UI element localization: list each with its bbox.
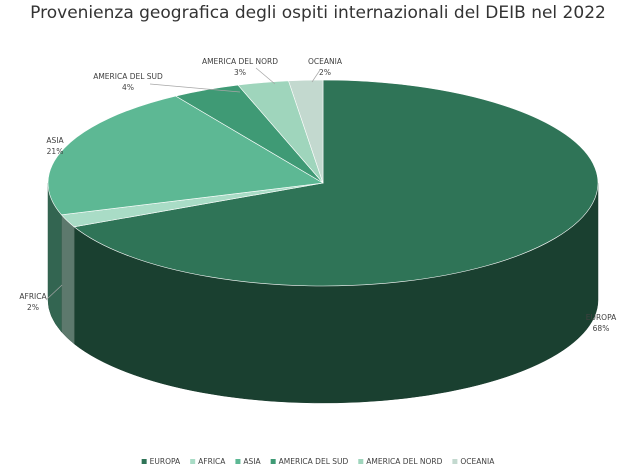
legend: EUROPA AFRICA ASIA AMERICA DEL SUD AMERICA D…: [141, 457, 495, 466]
slice: [288, 79, 324, 184]
data-label-category: AFRICA: [19, 292, 47, 301]
data-label-category: EUROPA: [586, 313, 617, 322]
slice: [73, 79, 599, 287]
pie-tops: [47, 79, 599, 287]
data-label-value: 4%: [122, 83, 134, 92]
legend-swatch: [235, 459, 241, 464]
leader-line: [149, 83, 241, 93]
slice-side: [61, 214, 75, 345]
legend-item: ASIA: [235, 457, 262, 466]
legend-item: OCEANIA: [452, 457, 495, 466]
legend-item: AMERICA DEL SUD: [270, 457, 349, 466]
legend-item: AMERICA DEL NORD: [358, 457, 443, 466]
legend-swatch: [358, 459, 364, 464]
legend-label: AMERICA DEL NORD: [366, 457, 442, 466]
legend-swatch: [270, 459, 276, 464]
data-label-value: 68%: [593, 324, 610, 333]
legend-label: OCEANIA: [460, 457, 495, 466]
leader-line: [255, 67, 276, 85]
chart-title: Provenienza geografica degli ospiti inte…: [30, 3, 606, 23]
data-label-category: ASIA: [46, 136, 64, 145]
data-label-value: 2%: [319, 68, 331, 77]
legend-item: AFRICA: [190, 457, 226, 466]
legend-label: ASIA: [243, 457, 261, 466]
data-label-category: OCEANIA: [308, 57, 343, 66]
legend-swatch: [141, 459, 147, 464]
legend-swatch: [452, 459, 458, 464]
data-labels: EUROPA 68% AFRICA 2% ASIA 21% AMERICA DEL SUD 4…: [19, 57, 617, 333]
legend-label: AMERICA DEL SUD: [279, 457, 349, 466]
data-label-category: AMERICA DEL NORD: [202, 57, 278, 66]
data-label-category: AMERICA DEL SUD: [93, 72, 163, 81]
leader-line: [45, 284, 63, 301]
legend-label: EUROPA: [150, 457, 181, 466]
legend-swatch: [190, 459, 196, 464]
data-label-value: 2%: [27, 303, 39, 312]
data-label-value: 21%: [47, 147, 64, 156]
legend-label: AFRICA: [198, 457, 226, 466]
legend-item: EUROPA: [141, 457, 181, 466]
data-label-value: 3%: [234, 68, 246, 77]
slice: [47, 95, 324, 216]
leader-line: [311, 69, 321, 83]
